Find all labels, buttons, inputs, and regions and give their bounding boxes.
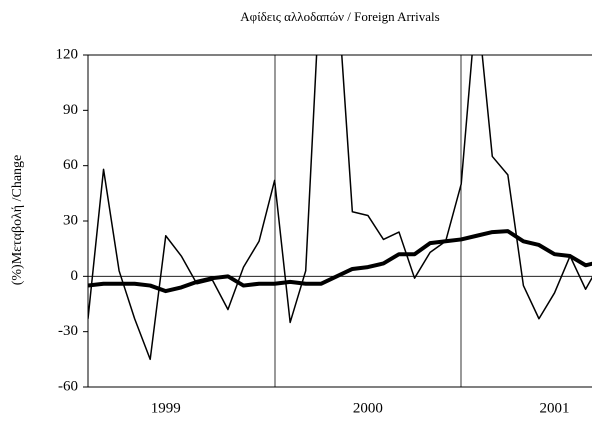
y-tick-label: 0 [71, 268, 79, 284]
y-tick-label: -60 [58, 378, 78, 394]
x-tick-label: 1999 [151, 400, 181, 416]
y-tick-label: 60 [63, 157, 78, 173]
chart-title: Αφίδεις αλλοδαπών / Foreign Arrivals [240, 9, 439, 24]
y-tick-label: 90 [63, 102, 78, 118]
data-line [88, 55, 592, 361]
y-tick-label: 30 [63, 212, 78, 228]
y-tick-label: -30 [58, 323, 78, 339]
y-axis-label: (%)Μεταβολή /Change [10, 155, 25, 286]
y-tick-label: 120 [56, 46, 79, 62]
x-tick-label: 2000 [353, 400, 383, 416]
data-line [88, 229, 592, 294]
x-tick-label: 2001 [540, 400, 570, 416]
plot-area [88, 55, 592, 361]
